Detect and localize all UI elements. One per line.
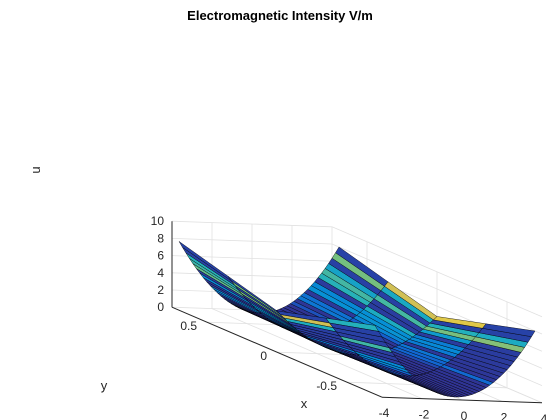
x-tick-label: -2 (419, 408, 430, 420)
x-tick-label: 2 (501, 410, 508, 420)
grid-line (171, 220, 333, 228)
y-tick-label: 0 (260, 349, 267, 363)
grid-line (331, 243, 543, 335)
z-tick-label: 0 (157, 300, 164, 314)
y-axis-label: y (101, 378, 108, 393)
y-tick-label: -0.5 (316, 379, 337, 393)
labels-layer: -4 -2 0 2 4 -0.5 0 0.5 0 2 4 6 8 10 x y u (28, 166, 548, 420)
z-tick-label: 10 (151, 214, 165, 228)
z-tick-label: 6 (157, 249, 164, 263)
x-axis-line (381, 396, 543, 404)
y-tick-label: 0.5 (180, 319, 197, 333)
x-tick-label: 0 (461, 409, 468, 420)
axes-layer (171, 221, 543, 404)
z-axis-label: u (28, 166, 43, 173)
surface-patch (482, 323, 536, 337)
z-tick-label: 4 (157, 266, 164, 280)
x-tick-label: -4 (379, 406, 390, 420)
x-tick-label: 4 (541, 412, 548, 420)
grid-line (331, 226, 543, 318)
grid-line (171, 238, 333, 245)
surface-layer (178, 241, 536, 398)
x-axis-label: x (301, 396, 308, 411)
grid-line (171, 272, 333, 279)
z-tick-label: 8 (157, 231, 164, 245)
chart-title: Electromagnetic Intensity V/m (187, 8, 373, 23)
y-axis-line (171, 306, 383, 398)
z-tick-label: 2 (157, 283, 164, 297)
